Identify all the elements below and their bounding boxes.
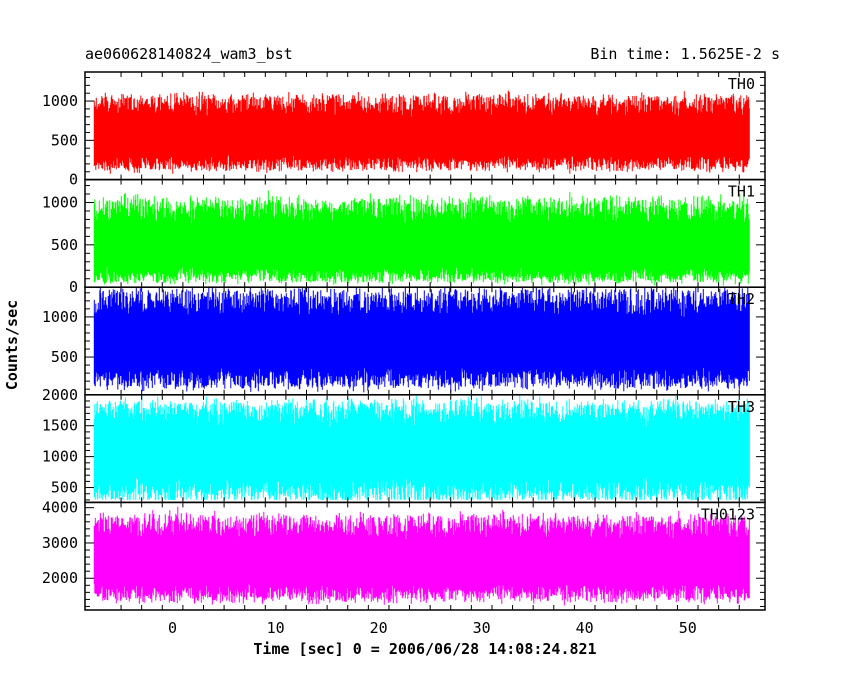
y-tick-label: 0: [69, 171, 78, 189]
x-tick-label: 10: [267, 619, 285, 637]
series-label-th3: TH3: [728, 398, 755, 416]
series-trace-th0: [93, 90, 750, 174]
y-tick-label: 500: [51, 479, 78, 497]
y-tick-label: 1000: [42, 448, 78, 466]
panel-frame: [84, 501, 766, 611]
y-tick-label: 1000: [42, 193, 78, 211]
panel-th2: 500 1000 TH2: [42, 286, 766, 396]
series-label-th0123: TH0123: [701, 505, 755, 523]
y-tick-label: 2000: [42, 386, 78, 404]
y-tick-label: 500: [51, 348, 78, 366]
panel-th0123: 2000 3000 4000 TH0123: [42, 499, 766, 611]
x-tick-label: 0: [168, 619, 177, 637]
y-tick-label: 500: [51, 131, 78, 149]
y-tick-label: 1000: [42, 92, 78, 110]
panel-stack: 0 500 1000 TH0 0 500 1000 TH1 500 1000 TH2 500 1000 1…: [42, 71, 766, 611]
x-tick-label: 50: [679, 619, 697, 637]
y-tick-label: 1000: [42, 308, 78, 326]
series-label-th2: TH2: [728, 290, 755, 308]
series-label-th0: TH0: [728, 75, 755, 93]
x-tick-label: 20: [370, 619, 388, 637]
y-tick-label: 0: [69, 278, 78, 296]
series-label-th1: TH1: [728, 183, 755, 201]
y-tick-label: 1500: [42, 417, 78, 435]
y-tick-label: 3000: [42, 534, 78, 552]
panel-th3: 500 1000 1500 2000 TH3: [42, 386, 766, 504]
series-trace-th2: [93, 287, 750, 393]
x-axis-title: Time [sec] 0 = 2006/06/28 14:08:24.821: [253, 640, 596, 658]
y-tick-label: 500: [51, 236, 78, 254]
observation-id-label: ae060628140824_wam3_bst: [85, 45, 293, 63]
series-trace-th1: [93, 190, 750, 286]
series-trace-th3: [93, 395, 750, 500]
x-axis: 0 10 20 30 40 50: [168, 619, 697, 637]
panel-th1: 0 500 1000 TH1: [42, 178, 766, 296]
x-tick-label: 40: [576, 619, 594, 637]
bin-time-label: Bin time: 1.5625E-2 s: [590, 45, 780, 63]
y-tick-label: 2000: [42, 569, 78, 587]
series-trace-th0123: [93, 506, 750, 606]
x-tick-label: 30: [473, 619, 491, 637]
y-tick-label: 4000: [42, 499, 78, 517]
panel-th0: 0 500 1000 TH0: [42, 71, 766, 189]
y-axis-title: Counts/sec: [3, 300, 21, 390]
